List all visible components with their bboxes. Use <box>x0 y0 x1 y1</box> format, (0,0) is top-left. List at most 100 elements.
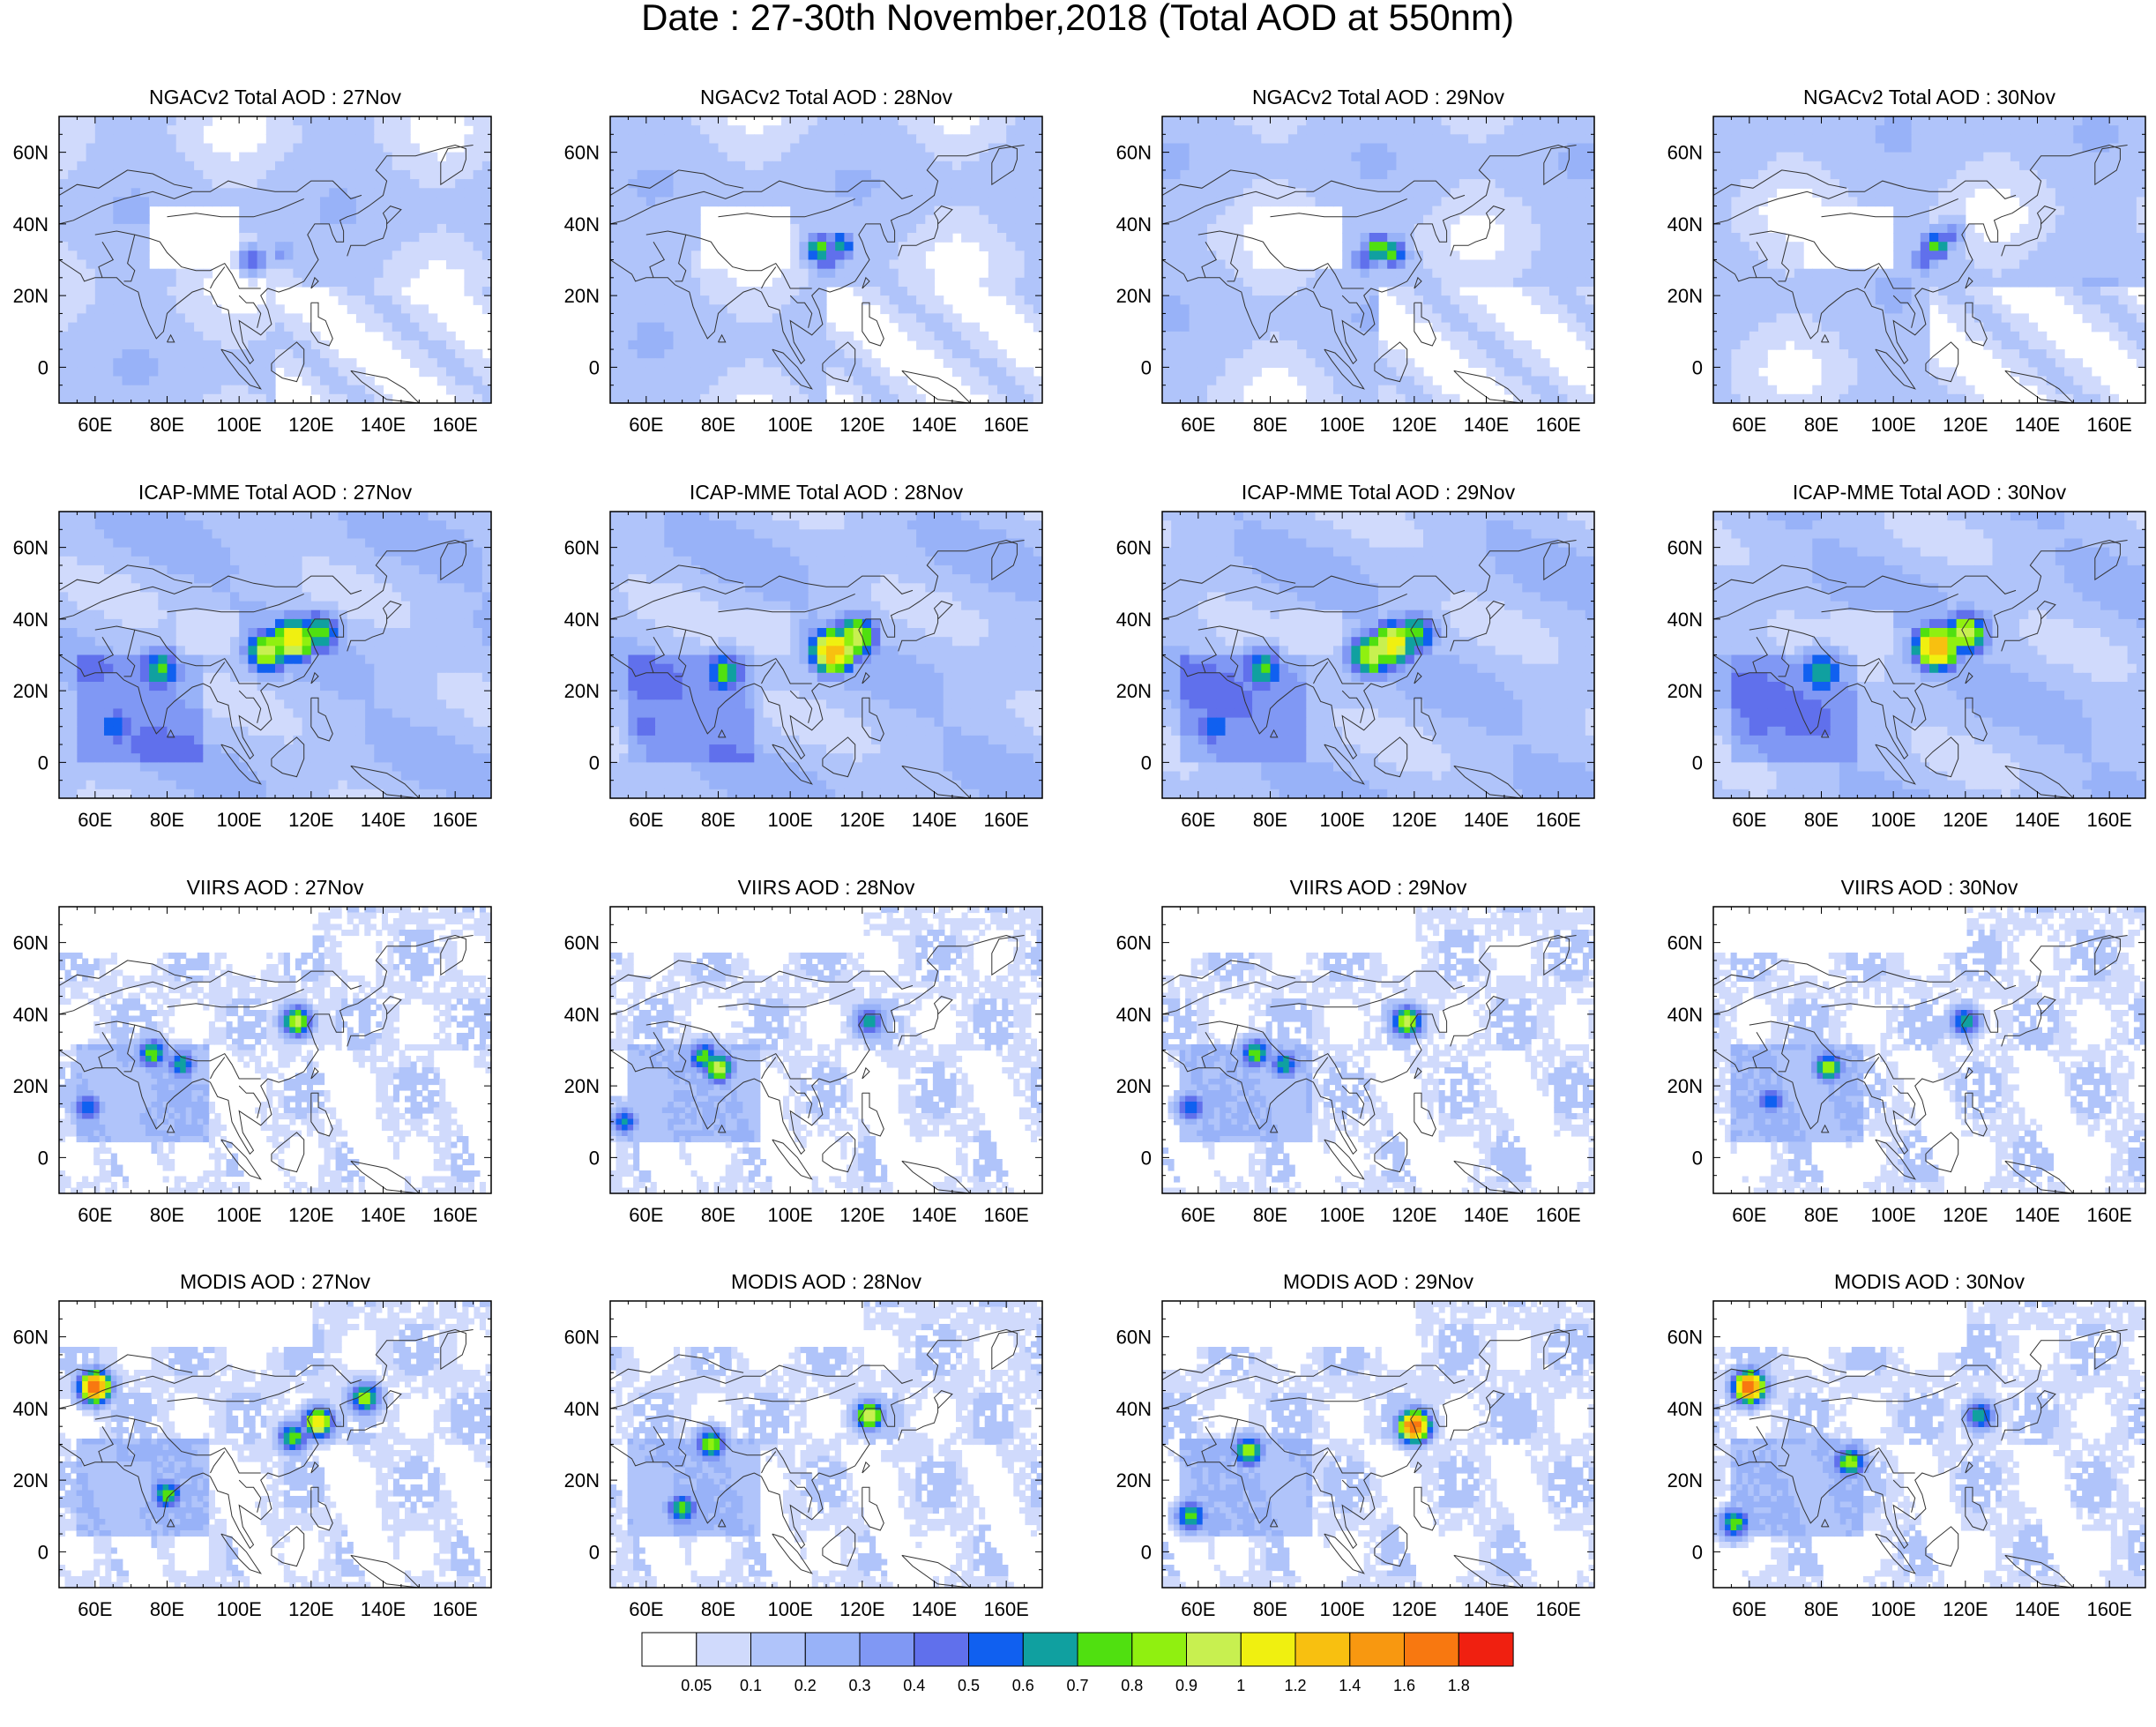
aod-cell <box>1396 179 1406 189</box>
aod-cell <box>2127 250 2137 261</box>
aod-cell <box>979 125 989 135</box>
coastline <box>1313 266 1329 289</box>
aod-cell <box>1549 179 1559 189</box>
aod-cell <box>167 385 177 395</box>
aod-cell <box>2028 259 2039 270</box>
aod-cell <box>1576 125 1586 135</box>
aod-cell <box>284 161 294 171</box>
aod-cell <box>355 304 366 315</box>
aod-cell <box>745 134 755 145</box>
aod-cell <box>68 358 78 368</box>
aod-cell <box>113 295 123 305</box>
aod-cell <box>1749 116 1759 126</box>
aod-cell <box>1432 277 1443 288</box>
aod-cell <box>709 304 720 315</box>
aod-cell <box>637 376 647 386</box>
aod-cell <box>355 233 366 243</box>
aod-cell <box>2073 287 2084 296</box>
aod-cell <box>979 169 989 180</box>
aod-cell <box>293 259 303 270</box>
aod-cell <box>194 268 204 279</box>
aod-cell <box>94 385 105 395</box>
aod-cell <box>655 376 665 386</box>
aod-cell <box>673 188 683 198</box>
aod-cell <box>790 197 800 207</box>
aod-cell <box>1458 125 1469 135</box>
aod-cell <box>1902 233 1913 243</box>
aod-cell <box>392 134 402 145</box>
aod-cell <box>898 134 908 145</box>
aod-cell <box>1503 214 1514 225</box>
aod-cell <box>1225 152 1235 162</box>
aod-cell <box>1207 152 1217 162</box>
aod-cell <box>790 304 800 315</box>
aod-cell <box>673 393 683 403</box>
aod-cell <box>265 385 276 395</box>
aod-cell <box>645 331 656 341</box>
aod-cell <box>1197 223 1208 234</box>
aod-cell <box>230 349 240 359</box>
aod-cell <box>1441 304 1451 315</box>
aod-cell <box>59 116 69 126</box>
aod-cell <box>365 250 375 261</box>
aod-cell <box>2091 233 2101 243</box>
aod-cell <box>1162 233 1172 243</box>
aod-cell <box>419 250 429 261</box>
aod-cell <box>383 268 393 279</box>
aod-cell <box>365 313 375 324</box>
aod-cell <box>1441 214 1451 225</box>
aod-cell <box>194 197 204 207</box>
aod-cell <box>481 161 491 171</box>
aod-cell <box>1776 116 1787 126</box>
aod-cell <box>961 143 971 153</box>
aod-cell <box>1567 223 1578 234</box>
aod-cell <box>1432 143 1443 153</box>
aod-cell <box>1785 259 1795 270</box>
aod-cell <box>1785 125 1795 135</box>
aod-cell <box>808 376 818 386</box>
aod-cell <box>1033 206 1042 216</box>
aod-cell <box>889 125 899 135</box>
aod-cell <box>718 376 728 386</box>
aod-cell <box>1938 179 1948 189</box>
aod-cell <box>86 367 96 378</box>
aod-cell <box>1450 152 1460 162</box>
aod-cell <box>817 259 827 270</box>
aod-cell <box>799 367 809 378</box>
aod-cell <box>1812 152 1823 162</box>
aod-cell <box>1920 206 1930 216</box>
aod-cell <box>1920 169 1930 180</box>
aod-cell <box>1468 152 1478 162</box>
aod-cell <box>727 376 737 386</box>
aod-cell <box>446 340 456 350</box>
aod-cell <box>2073 233 2084 243</box>
aod-cell <box>1803 116 1813 126</box>
aod-cell <box>1324 125 1334 135</box>
aod-cell <box>104 125 114 135</box>
aod-cell <box>410 152 420 162</box>
aod-cell <box>59 349 69 359</box>
aod-cell <box>1875 125 1885 135</box>
aod-cell <box>212 322 222 333</box>
aod-cell <box>889 161 899 171</box>
aod-cell <box>203 385 213 395</box>
aod-cell <box>718 393 728 403</box>
aod-cell <box>1567 242 1578 251</box>
aod-cell <box>1369 313 1379 324</box>
aod-cell <box>248 277 258 288</box>
aod-cell <box>1531 169 1541 180</box>
aod-cell <box>1387 358 1397 368</box>
aod-cell <box>139 304 150 315</box>
aod-cell <box>1360 143 1370 153</box>
aod-cell <box>988 367 998 378</box>
aod-cell <box>302 169 312 180</box>
aod-cell <box>862 143 872 153</box>
aod-cell <box>745 358 755 368</box>
aod-cell <box>1558 161 1568 171</box>
aod-cell <box>637 277 647 288</box>
aod-cell <box>1540 295 1550 305</box>
aod-cell <box>239 331 249 341</box>
aod-cell <box>1458 268 1469 279</box>
aod-cell <box>979 385 989 395</box>
aod-cell <box>1225 287 1235 296</box>
